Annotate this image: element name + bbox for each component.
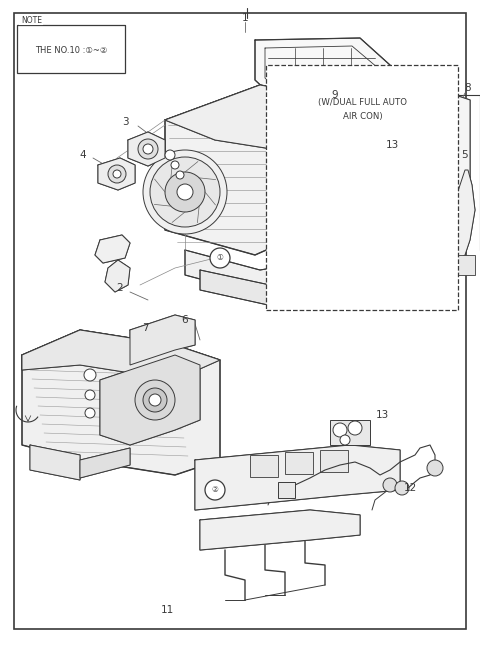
Polygon shape (345, 100, 415, 235)
Polygon shape (128, 132, 165, 166)
Text: 6: 6 (182, 315, 188, 325)
Bar (390, 125, 406, 137)
Polygon shape (165, 85, 415, 155)
Text: 8: 8 (465, 83, 471, 93)
Polygon shape (165, 85, 345, 255)
Circle shape (427, 460, 443, 476)
Circle shape (205, 480, 225, 500)
Circle shape (143, 150, 227, 234)
Polygon shape (448, 170, 475, 260)
Circle shape (85, 408, 95, 418)
Circle shape (176, 171, 184, 179)
Circle shape (210, 248, 230, 268)
Circle shape (165, 172, 205, 212)
Circle shape (333, 423, 347, 437)
Bar (330, 420, 370, 445)
Polygon shape (130, 315, 195, 365)
Text: 7: 7 (142, 323, 148, 333)
Text: ①: ① (216, 253, 223, 263)
Circle shape (84, 369, 96, 381)
Bar (266, 64, 458, 310)
Bar (434, 161, 450, 173)
Circle shape (171, 161, 179, 169)
Circle shape (150, 157, 220, 227)
Bar (285, 452, 313, 474)
Circle shape (108, 165, 126, 183)
Text: 4: 4 (80, 150, 86, 160)
Circle shape (143, 388, 167, 412)
Polygon shape (98, 158, 135, 190)
Circle shape (302, 119, 314, 131)
Text: ②: ② (212, 486, 218, 495)
Text: (W/DUAL FULL AUTO: (W/DUAL FULL AUTO (318, 98, 407, 107)
Bar (278, 482, 295, 498)
Polygon shape (80, 448, 130, 478)
Polygon shape (370, 95, 470, 245)
Polygon shape (100, 355, 200, 445)
Circle shape (135, 380, 175, 420)
Circle shape (288, 114, 296, 122)
Circle shape (149, 394, 161, 406)
Circle shape (283, 163, 307, 187)
Bar (390, 180, 410, 193)
Circle shape (348, 421, 362, 435)
Circle shape (383, 478, 397, 492)
Bar (415, 198, 435, 211)
Bar (415, 180, 435, 193)
Circle shape (289, 169, 301, 181)
Polygon shape (195, 445, 400, 510)
Polygon shape (345, 100, 430, 240)
Text: 3: 3 (122, 117, 128, 127)
Text: 13: 13 (386, 139, 399, 150)
Bar (390, 143, 406, 155)
Polygon shape (30, 445, 80, 480)
Bar (415, 216, 435, 229)
Bar (390, 198, 410, 211)
Circle shape (138, 139, 158, 159)
Text: AIR CON): AIR CON) (343, 112, 382, 121)
Text: THE NO.10 :①~②: THE NO.10 :①~② (35, 46, 107, 55)
Bar (412, 161, 428, 173)
Polygon shape (185, 250, 350, 295)
Text: 12: 12 (403, 483, 417, 493)
Circle shape (340, 435, 350, 445)
Circle shape (113, 170, 121, 178)
Polygon shape (105, 260, 130, 292)
Bar (250, 455, 278, 477)
Polygon shape (95, 235, 130, 263)
Polygon shape (255, 38, 390, 108)
Text: 11: 11 (160, 605, 174, 615)
Text: 5: 5 (461, 150, 468, 160)
Circle shape (395, 481, 409, 495)
Circle shape (143, 144, 153, 154)
Polygon shape (22, 330, 220, 475)
Circle shape (177, 184, 193, 200)
Text: 2: 2 (117, 283, 123, 293)
Text: 9: 9 (332, 90, 338, 100)
Bar (17, 25, 125, 73)
Bar (412, 125, 428, 137)
Polygon shape (22, 330, 220, 380)
Bar (455, 255, 475, 275)
Bar (320, 450, 348, 472)
Polygon shape (270, 100, 315, 136)
Bar (390, 216, 410, 229)
Circle shape (85, 390, 95, 400)
Circle shape (313, 125, 323, 135)
Bar (434, 143, 450, 155)
Bar (434, 125, 450, 137)
Polygon shape (200, 510, 360, 550)
Text: 13: 13 (375, 410, 389, 420)
Bar (390, 161, 406, 173)
Text: NOTE: NOTE (21, 15, 42, 25)
Circle shape (284, 110, 300, 126)
Circle shape (165, 150, 175, 160)
Polygon shape (200, 270, 340, 305)
Text: 1: 1 (242, 13, 248, 23)
Bar (388, 225, 445, 245)
Bar (412, 143, 428, 155)
